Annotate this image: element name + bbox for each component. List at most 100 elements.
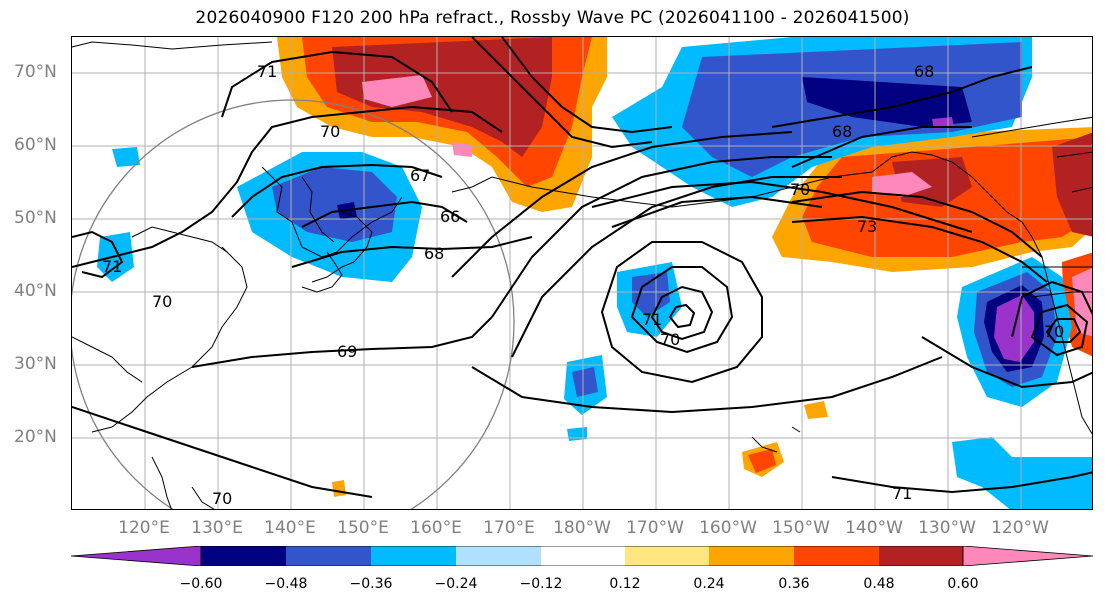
contour-low-1 xyxy=(630,266,734,354)
contour-jet-1 xyxy=(591,180,973,233)
colorbar-bin xyxy=(879,546,963,566)
colorbar-tick-label: 0.36 xyxy=(778,576,810,592)
colorbar-tick-label: 0.48 xyxy=(863,576,895,592)
anomaly-region-japan-sea-mid xyxy=(272,167,397,242)
colorbar-extend-low xyxy=(71,546,202,566)
lon-label-120e: 120°E xyxy=(118,518,170,538)
contour-label: 70 xyxy=(1044,322,1064,341)
lon-label-150w: 150°W xyxy=(772,518,830,538)
lat-label-40n: 40°N xyxy=(14,281,57,301)
anomaly-region-southeast-1 xyxy=(952,437,1092,509)
lon-label-180w: 180°W xyxy=(553,518,611,538)
colorbar-tick-label: 0.60 xyxy=(947,576,979,592)
contour-label: 69 xyxy=(337,342,357,361)
colorbar-bin xyxy=(286,546,371,566)
colorbar-tick-label: −0.60 xyxy=(179,576,223,592)
colorbar-bin xyxy=(371,546,456,566)
lon-label-150e: 150°E xyxy=(337,518,389,538)
lon-label-120w: 120°W xyxy=(991,518,1049,538)
contour-jet-2 xyxy=(611,195,823,228)
lon-label-160w: 160°W xyxy=(699,518,757,538)
range-circle xyxy=(72,99,515,509)
contour-label: 71 xyxy=(102,257,122,276)
contour-label: 71 xyxy=(642,310,662,329)
lat-label-30n: 30°N xyxy=(14,354,57,374)
colorbar-bin xyxy=(201,546,286,566)
contour-label: 66 xyxy=(440,207,460,226)
anomaly-region-kamchatka-peak xyxy=(362,75,432,107)
lon-label-170e: 170°E xyxy=(483,518,535,538)
contour-south-1 xyxy=(471,356,943,414)
contour-label: 70 xyxy=(660,330,680,349)
contour-ridge-1 xyxy=(471,37,653,149)
contour-71-east xyxy=(831,471,1092,494)
lat-label-50n: 50°N xyxy=(14,208,57,228)
anomaly-region-canada-inner xyxy=(1052,132,1092,237)
colorbar-tick-label: 0.24 xyxy=(693,576,725,592)
colorbar-bin xyxy=(709,546,794,566)
contour-label: 70 xyxy=(212,489,232,508)
colorbar-bin xyxy=(456,546,541,566)
colorbar-bin xyxy=(625,546,709,566)
lon-label-130e: 130°E xyxy=(191,518,243,538)
coastlines xyxy=(72,41,1092,509)
contour-label: 73 xyxy=(857,217,877,236)
contour-label: 67 xyxy=(410,166,430,185)
contour-label: 70 xyxy=(152,292,172,311)
anomaly-region-hawaii-2 xyxy=(748,449,776,473)
contour-label: 71 xyxy=(257,62,277,81)
negative-anomaly-regions xyxy=(97,37,1092,509)
colorbar-bin xyxy=(541,546,625,566)
lat-label-70n: 70°N xyxy=(14,62,57,82)
lon-label-130w: 130°W xyxy=(918,518,976,538)
colorbar-extend-high xyxy=(962,546,1093,566)
lon-label-140e: 140°E xyxy=(264,518,316,538)
anomaly-region-small-1 xyxy=(804,401,828,419)
anomaly-region-midpac-4 xyxy=(572,367,598,397)
contour-68 xyxy=(291,236,533,268)
contour-71-upper xyxy=(221,50,453,118)
anomaly-region-gulf-alaska-peak xyxy=(872,172,932,197)
contour-69 xyxy=(191,316,493,368)
colorbar-bin xyxy=(794,546,879,566)
contour-trough-1 xyxy=(451,131,793,278)
contour-east-low-1 xyxy=(1011,280,1092,338)
contour-label: 70 xyxy=(320,122,340,141)
contour-label: 68 xyxy=(832,122,852,141)
colorbar-tick-label: −0.24 xyxy=(434,576,478,592)
map-canvas: 71 70 67 66 68 69 70 71 70 68 68 70 73 7… xyxy=(72,37,1092,509)
anomaly-region-gulf-alaska-inner xyxy=(892,157,972,207)
contour-70-low xyxy=(600,241,763,384)
contour-ridge-2 xyxy=(501,37,673,134)
contour-70-east xyxy=(791,190,1043,258)
contour-east-low-2 xyxy=(1030,303,1089,357)
contour-low-3 xyxy=(668,303,696,329)
anomaly-region-midpac-2 xyxy=(632,272,670,317)
contour-68-east xyxy=(771,66,1033,128)
contour-trough-2 xyxy=(491,156,832,318)
contour-70-upper xyxy=(72,105,503,268)
contour-labels: 71 70 67 66 68 69 70 71 70 68 68 70 73 7… xyxy=(102,62,1064,508)
contour-label: 68 xyxy=(424,244,444,263)
contour-66 xyxy=(301,200,468,228)
lon-label-160e: 160°E xyxy=(410,518,462,538)
contour-label: 71 xyxy=(892,484,912,503)
contour-67 xyxy=(231,163,443,218)
height-contours xyxy=(72,37,1092,498)
contour-low-2 xyxy=(650,285,714,341)
map-panel: 71 70 67 66 68 69 70 71 70 68 68 70 73 7… xyxy=(71,36,1093,510)
lon-label-170w: 170°W xyxy=(626,518,684,538)
lat-label-60n: 60°N xyxy=(14,135,57,155)
colorbar-tick-label: −0.12 xyxy=(519,576,563,592)
contour-70-se xyxy=(921,336,1092,389)
contour-east-low-3 xyxy=(1045,318,1082,343)
anomaly-region-west-2 xyxy=(112,147,140,167)
lon-label-140w: 140°W xyxy=(845,518,903,538)
contour-68-east2 xyxy=(791,126,972,168)
anomaly-region-california-peak xyxy=(1072,267,1092,337)
contour-71-west xyxy=(72,230,124,279)
anomaly-region-small-2 xyxy=(332,480,346,497)
graticule xyxy=(72,37,1092,509)
anomaly-region-small-3 xyxy=(567,427,587,441)
colorbar-tick-label: −0.48 xyxy=(264,576,308,592)
